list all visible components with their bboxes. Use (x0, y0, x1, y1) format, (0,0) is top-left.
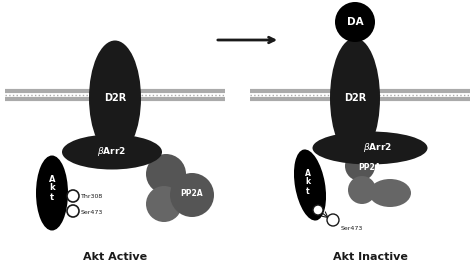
Text: Ser473: Ser473 (81, 210, 103, 215)
Ellipse shape (89, 41, 141, 155)
Circle shape (67, 190, 79, 202)
Text: PP2A: PP2A (181, 189, 203, 198)
Text: DA: DA (346, 17, 363, 27)
Text: Thr308: Thr308 (81, 194, 103, 198)
Ellipse shape (36, 155, 68, 230)
Ellipse shape (312, 132, 428, 164)
Circle shape (67, 205, 79, 217)
Text: Ser473: Ser473 (341, 226, 364, 230)
Text: D2R: D2R (104, 93, 126, 103)
Circle shape (335, 2, 375, 42)
Text: PP2A: PP2A (359, 163, 381, 171)
Circle shape (345, 151, 375, 181)
Text: Akt Active: Akt Active (83, 252, 147, 262)
Ellipse shape (330, 38, 380, 158)
Ellipse shape (369, 179, 411, 207)
Circle shape (146, 154, 186, 194)
Ellipse shape (294, 150, 326, 221)
Circle shape (348, 176, 376, 204)
Text: D2R: D2R (344, 93, 366, 103)
Circle shape (327, 214, 339, 226)
Circle shape (313, 205, 323, 215)
Text: Akt Inactive: Akt Inactive (333, 252, 408, 262)
Circle shape (170, 173, 214, 217)
Text: $\beta$Arr2: $\beta$Arr2 (364, 142, 392, 155)
Text: $\beta$Arr2: $\beta$Arr2 (98, 146, 127, 159)
Text: A
k
t: A k t (305, 168, 311, 195)
Circle shape (146, 186, 182, 222)
Ellipse shape (62, 135, 162, 170)
Text: A
k
t: A k t (49, 175, 55, 202)
